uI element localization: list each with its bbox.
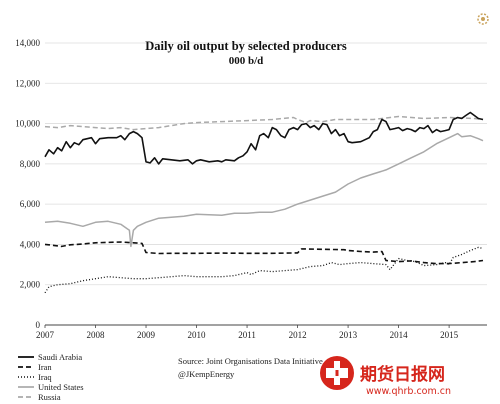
series-line-russia	[44, 115, 484, 131]
series-line-iraq	[44, 246, 484, 294]
x-tick-label: 2009	[137, 330, 156, 340]
series-line-iran	[44, 241, 484, 265]
y-tick-label: 6,000	[20, 199, 41, 209]
y-tick-label: 10,000	[15, 119, 40, 129]
watermark-url: www.qhrb.com.cn	[366, 386, 451, 397]
y-tick-label: 4,000	[20, 239, 41, 249]
legend-label: Saudi Arabia	[38, 352, 82, 362]
x-tick-label: 2010	[188, 330, 207, 340]
y-tick-label: 8,000	[20, 159, 41, 169]
chart-title: Daily oil output by selected producers	[145, 39, 347, 53]
x-tick-label: 2011	[238, 330, 256, 340]
y-tick-label: 0	[36, 320, 41, 330]
watermark-logo-icon	[320, 356, 354, 390]
x-tick-label: 2012	[289, 330, 307, 340]
legend-label: Iraq	[38, 372, 52, 382]
series-line-saudi-arabia	[44, 111, 484, 165]
y-tick-label: 14,000	[15, 38, 40, 48]
legend-label: Russia	[38, 392, 61, 402]
chart-subtitle: 000 b/d	[229, 55, 264, 67]
gridlines	[45, 42, 487, 286]
watermark: 期货日报网 www.qhrb.com.cn	[320, 356, 451, 397]
watermark-title: 期货日报网	[360, 364, 445, 385]
corner-logo-icon	[477, 13, 489, 25]
x-tick-label: 2007	[36, 330, 55, 340]
y-tick-label: 12,000	[15, 78, 40, 88]
x-tick-label: 2015	[440, 330, 459, 340]
x-tick-label: 2014	[390, 330, 409, 340]
legend-label: Iran	[38, 362, 52, 372]
twitter-handle: @JKempEnergy	[178, 369, 235, 379]
x-tick-label: 2013	[339, 330, 358, 340]
series-line-united-states	[44, 132, 484, 248]
legend-label: United States	[38, 382, 84, 392]
source-note: Source: Joint Organisations Data Initiat…	[178, 356, 323, 366]
x-axis-ticks: 2007 2008 2009 2010 2011 2012 2013 2014 2015	[36, 325, 459, 340]
series-lines	[44, 111, 484, 294]
y-tick-label: 2,000	[20, 280, 41, 290]
x-tick-label: 2008	[87, 330, 106, 340]
y-axis-ticks: 0 2,000 4,000 6,000 8,000 10,000 12,000 14,000	[15, 38, 40, 330]
